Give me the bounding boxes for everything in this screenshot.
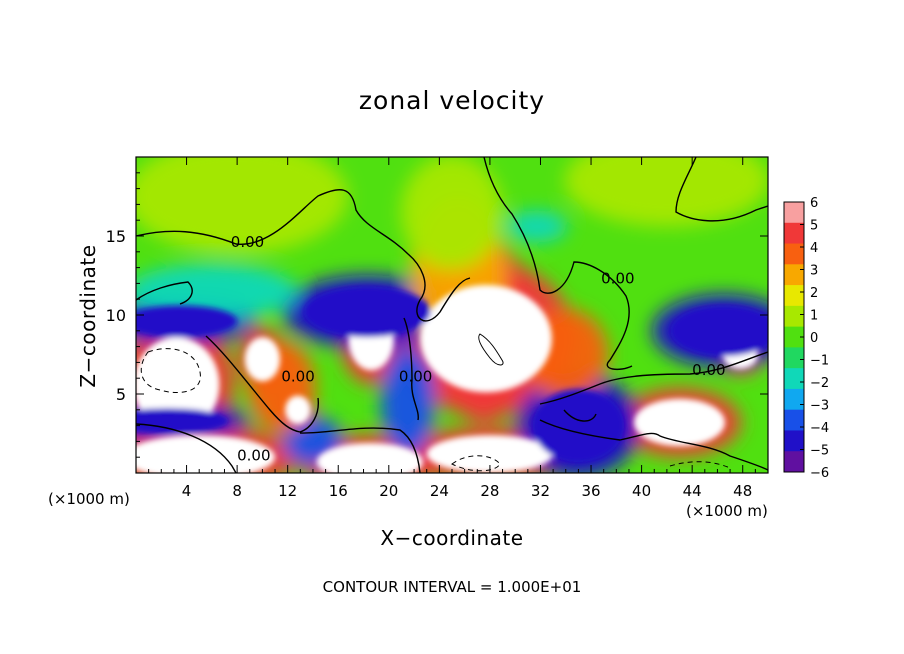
saturated-high-region-3 [136,337,220,432]
saturated-high-region-4 [136,435,276,473]
x-tick-label-8: 36 [581,482,600,500]
saturated-high-region-7 [244,337,281,382]
saturated-high-region-6 [426,435,554,473]
y-tick-label-1: 10 [106,306,126,325]
x-unit-label-left: (×1000 m) [48,490,130,508]
strong-negative-region-10 [304,286,431,338]
colorbar-swatch-0 [784,202,804,224]
x-tick-label-11: 48 [733,482,752,500]
x-tick-label-7: 32 [531,482,550,500]
field-glow-18 [136,263,298,319]
colorbar-tick-label-12: −6 [810,466,829,481]
contour-label-5: 0.00 [399,367,432,385]
field-glow-16 [380,346,436,457]
zero-contours [136,157,768,473]
y-tick-label-0: 5 [116,385,126,404]
colorbar-swatch-1 [784,222,804,245]
strong-negative-region-11 [136,305,238,338]
y-tick-label-2: 15 [106,227,126,246]
contour-interval-note: CONTOUR INTERVAL = 1.000E+01 [322,578,582,596]
contour-label-0: 0.00 [231,233,264,251]
colorbar-swatch-6 [784,326,804,348]
x-tick-label-1: 8 [232,482,242,500]
colorbar-tick-label-7: −1 [810,354,829,369]
contour-label-2: 0.00 [692,361,725,379]
colorbar-swatch-3 [784,264,804,286]
x-tick-label-4: 20 [379,482,398,500]
field-glow-25 [564,157,768,227]
colorbar-swatch-9 [784,388,804,411]
colorbar-swatch-5 [784,305,804,328]
colorbar-tick-label-0: 6 [810,196,818,211]
contour-label-3: 0.00 [237,446,270,464]
colorbar-tick-label-5: 1 [810,309,818,324]
negative-contours [140,348,731,472]
colorbar-tick-label-1: 5 [810,219,818,234]
colorbar-tick-label-4: 2 [810,286,818,301]
x-tick-label-2: 12 [278,482,297,500]
y-axis: 5 10 15 [106,172,768,458]
colorbar: 6 5 4 3 2 1 0 −1 −2 −3 −4 −5 −6 [783,196,829,481]
field-glow-17 [505,210,568,243]
saturated-high-region-5 [316,442,423,473]
saturated-high-region-2 [634,398,726,447]
x-axis-label: X−coordinate [380,526,524,550]
colorbar-tick-label-10: −4 [810,421,829,436]
colorbar-tick-label-8: −2 [810,376,829,391]
strong-negative-region-13 [532,389,624,462]
x-unit-label-right: (×1000 m) [686,502,768,520]
colorbar-tick-label-2: 4 [810,241,818,256]
colorbar-tick-label-6: 0 [810,331,818,346]
colorbar-tick-label-11: −5 [810,444,829,459]
x-tick-label-10: 44 [683,482,702,500]
x-tick-label-6: 28 [480,482,499,500]
contour-label-layer: 0.00 0.00 0.00 0.00 0.00 0.00 [231,233,726,464]
x-tick-label-0: 4 [182,482,192,500]
strong-negative-region-14 [136,408,229,434]
inner-contours [478,333,504,366]
colorbar-swatch-7 [784,347,804,369]
field-glow-23 [400,157,504,270]
colorbar-swatch-11 [784,430,804,452]
colorbar-swatch-12 [784,451,804,473]
colorbar-swatch-4 [784,285,804,307]
saturated-high-region-8 [285,395,311,425]
colorbar-swatch-2 [784,243,804,265]
colorbar-tick-label-9: −3 [810,399,829,414]
contour-label-1: 0.00 [601,269,634,287]
y-axis-label: Z−coordinate [76,244,100,388]
strong-negative-region-12 [670,305,768,357]
chart-title: zonal velocity [358,86,546,115]
x-tick-label-5: 24 [430,482,449,500]
colorbar-swatch-10 [784,409,804,431]
contour-label-4: 0.00 [281,367,314,385]
colorbar-tick-label-3: 3 [810,264,818,279]
field-glow-24 [136,157,349,254]
colorbar-swatch-8 [784,368,804,390]
x-tick-label-3: 16 [329,482,348,500]
x-tick-label-9: 40 [632,482,651,500]
x-axis: 4 8 12 16 20 24 28 32 36 40 44 48 [148,157,756,500]
